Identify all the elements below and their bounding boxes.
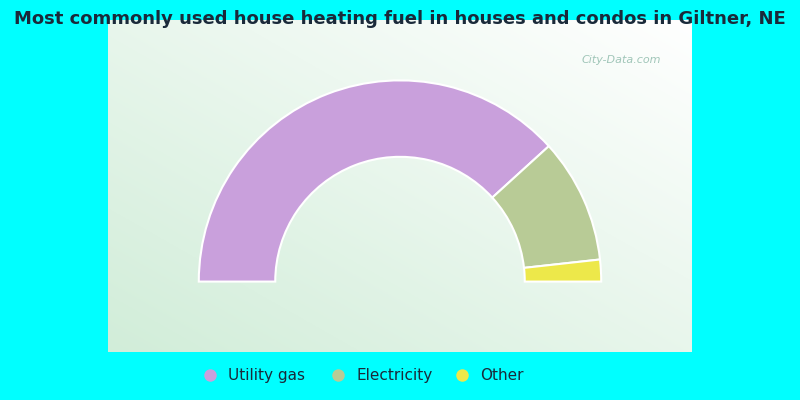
Wedge shape bbox=[524, 260, 602, 282]
Text: Other: Other bbox=[480, 368, 523, 382]
Text: Most commonly used house heating fuel in houses and condos in Giltner, NE: Most commonly used house heating fuel in… bbox=[14, 10, 786, 28]
Text: City-Data.com: City-Data.com bbox=[582, 55, 661, 65]
Wedge shape bbox=[492, 146, 600, 268]
Wedge shape bbox=[198, 80, 549, 282]
Text: Electricity: Electricity bbox=[356, 368, 432, 382]
Text: Utility gas: Utility gas bbox=[228, 368, 305, 382]
